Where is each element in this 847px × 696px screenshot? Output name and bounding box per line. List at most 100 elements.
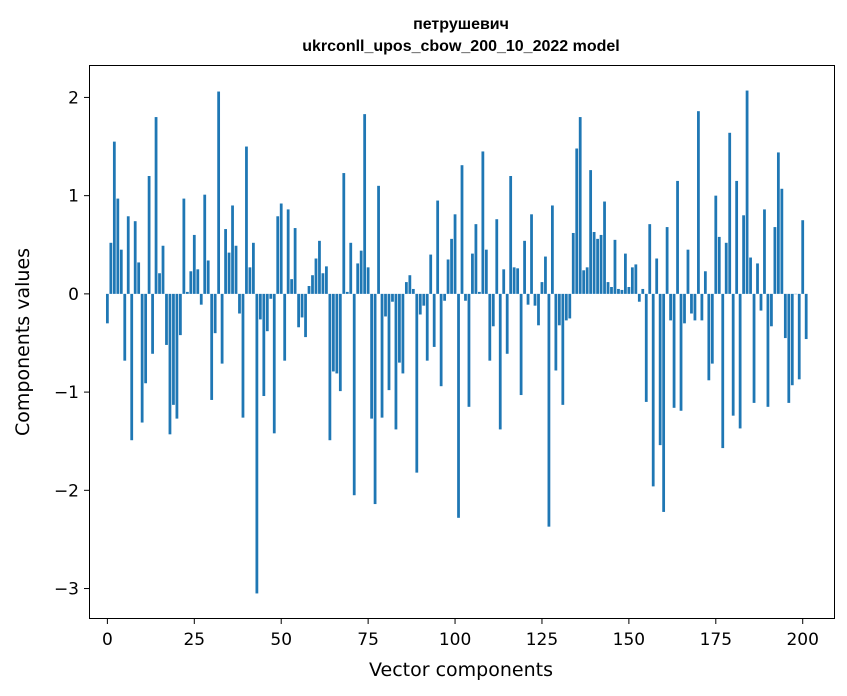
bar — [533, 293, 537, 306]
bar — [780, 188, 784, 294]
y-tick-label: −1 — [54, 383, 79, 403]
bar — [192, 234, 196, 294]
bar — [735, 180, 739, 294]
bar — [665, 227, 669, 294]
bar — [766, 293, 770, 407]
bar — [523, 240, 526, 294]
bar — [707, 293, 711, 381]
bar — [467, 293, 471, 407]
bar — [662, 293, 666, 512]
bar — [557, 293, 561, 326]
bar — [651, 293, 655, 487]
bar — [693, 293, 697, 321]
bar — [213, 293, 217, 334]
chart-title-line2: ukrconll_upos_cbow_200_10_2022 model — [302, 38, 619, 55]
bar — [519, 293, 523, 396]
bar — [752, 293, 756, 403]
bar — [540, 282, 544, 294]
bar — [290, 279, 294, 294]
y-tick-label: 2 — [68, 88, 79, 108]
bar — [606, 282, 610, 294]
bar — [648, 224, 652, 294]
bar — [161, 245, 165, 294]
bar — [325, 266, 328, 294]
bar — [144, 293, 148, 384]
bar — [477, 291, 481, 294]
bar — [130, 293, 134, 441]
bar — [199, 293, 203, 305]
bar — [380, 293, 384, 418]
bar — [710, 293, 714, 364]
bar — [596, 238, 599, 294]
bar — [203, 194, 207, 294]
bar — [363, 114, 367, 294]
x-tick-label: 150 — [613, 630, 645, 650]
bar — [717, 236, 721, 294]
y-tick-label: 0 — [68, 285, 79, 305]
y-tick-label: −2 — [54, 481, 79, 501]
x-tick-label: 50 — [270, 630, 292, 650]
bar — [450, 238, 453, 294]
x-axis-ticks: 0 25 50 75 100 125 150 175 200 — [102, 618, 819, 650]
bar — [345, 291, 349, 294]
bar — [770, 293, 773, 327]
bar — [582, 270, 586, 294]
bar — [603, 201, 606, 294]
bar — [116, 198, 120, 294]
bar — [544, 256, 547, 294]
bar — [231, 205, 234, 294]
bar — [700, 293, 704, 321]
bar — [464, 293, 467, 301]
chart-title-line1: петрушевич — [413, 16, 509, 33]
bar — [655, 258, 659, 294]
bar — [269, 293, 273, 299]
bar — [321, 273, 325, 294]
bar — [530, 214, 533, 294]
bar — [359, 250, 363, 294]
y-tick-label: −3 — [54, 580, 79, 600]
bar — [172, 293, 175, 405]
bar — [262, 293, 266, 397]
bar — [210, 293, 214, 400]
bar — [314, 258, 318, 294]
bar — [137, 262, 141, 294]
bar — [592, 231, 596, 294]
bar — [140, 293, 144, 423]
bar — [620, 289, 624, 294]
bar — [384, 293, 387, 317]
bar — [206, 260, 210, 294]
bar — [797, 293, 801, 380]
bar — [481, 151, 485, 294]
bars-group — [105, 90, 808, 594]
bar — [578, 117, 582, 294]
x-tick-label: 200 — [786, 630, 818, 650]
bar — [610, 287, 613, 294]
bar — [304, 293, 307, 338]
bar — [258, 293, 262, 320]
bar — [331, 293, 335, 372]
bar — [790, 293, 794, 386]
bar — [338, 293, 342, 392]
bar — [408, 275, 412, 294]
bar — [311, 275, 314, 294]
bar — [238, 293, 241, 314]
bar — [394, 293, 398, 430]
bar — [224, 229, 227, 294]
bar — [505, 293, 509, 354]
bar — [377, 185, 380, 294]
bar — [561, 293, 565, 405]
bar — [241, 293, 245, 418]
bar — [168, 293, 172, 435]
bar — [516, 268, 520, 294]
x-tick-label: 125 — [526, 630, 558, 650]
bar — [502, 269, 506, 294]
bar — [109, 242, 113, 294]
bar — [398, 293, 401, 363]
bar — [804, 293, 808, 340]
bar — [248, 267, 252, 294]
bar — [307, 286, 311, 294]
bar — [627, 287, 631, 294]
bar — [283, 293, 287, 361]
bar — [512, 267, 516, 294]
